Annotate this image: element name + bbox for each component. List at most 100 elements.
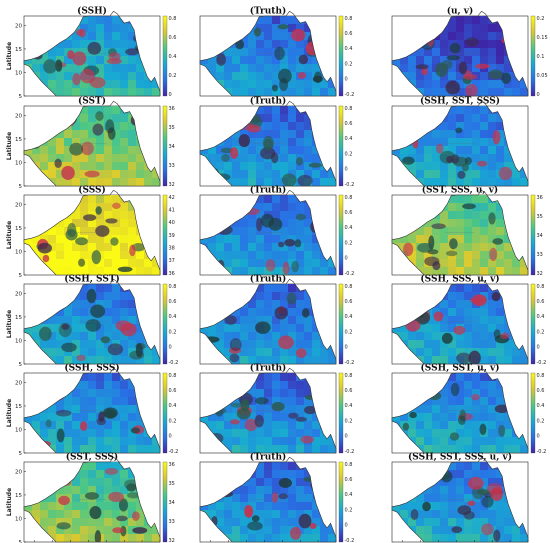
colorbar (338, 105, 344, 187)
field-cell (472, 397, 481, 406)
panel: (SSH, SST, SSS, u, v)4550556065707580Lon… (391, 452, 529, 543)
field-cell (496, 154, 505, 163)
field-cell (480, 211, 489, 220)
field-cell (152, 88, 160, 96)
field-cell (312, 154, 321, 163)
field-cell (496, 470, 505, 479)
field-cell (96, 24, 105, 33)
field-cell (128, 146, 137, 155)
field-cell (88, 16, 97, 25)
field-cell (80, 518, 89, 527)
field-cell (456, 534, 465, 542)
field-cell (32, 235, 41, 244)
field-cell (96, 356, 105, 364)
field-cell (72, 332, 81, 341)
field-cell (448, 106, 457, 115)
eddy-blob (42, 254, 50, 263)
field-cell (144, 437, 153, 446)
field-cell (504, 413, 513, 422)
field-cell (448, 405, 457, 414)
field-cell (216, 324, 225, 333)
field-cell (480, 381, 489, 390)
field-cell (296, 219, 305, 228)
field-cell (424, 138, 433, 147)
field-cell (288, 421, 297, 430)
eddy-blob (221, 154, 230, 162)
colorbar-tick-label: 0.6 (169, 299, 177, 305)
field-cell (496, 300, 505, 309)
field-cell (272, 534, 281, 542)
field-cell (280, 162, 289, 171)
y-axis-label: Latitude (6, 132, 13, 160)
field-cell (496, 162, 505, 171)
field-cell (104, 284, 113, 293)
field-cell (144, 259, 153, 268)
field-cell (264, 64, 273, 73)
field-cell (288, 397, 297, 406)
y-tick-label: 20 (15, 380, 22, 386)
eddy-blob (110, 237, 119, 246)
field-cell (512, 348, 521, 357)
field-cell (136, 56, 145, 65)
field-cell (272, 178, 281, 186)
colorbar-tick-label: 0.4 (537, 314, 545, 320)
field-cell (464, 308, 473, 317)
field-cell (104, 146, 113, 155)
field-cell (272, 429, 281, 438)
field-cell (48, 413, 57, 422)
field-cell (56, 340, 65, 349)
field-cell (264, 122, 273, 131)
field-cell (312, 332, 321, 341)
eddy-blob (43, 59, 57, 74)
field-cell (240, 88, 249, 96)
field-cell (264, 300, 273, 309)
eddy-blob (61, 323, 70, 330)
field-cell (80, 227, 89, 236)
field-cell (208, 64, 217, 73)
field-cell (272, 64, 281, 73)
field-cell (296, 64, 305, 73)
y-tick-label: 10 (15, 516, 22, 522)
field-cell (240, 146, 249, 155)
field-cell (232, 219, 241, 228)
field-cell (80, 405, 89, 414)
field-cell (480, 16, 489, 25)
field-cell (416, 437, 425, 446)
field-cell (80, 300, 89, 309)
field-cell (472, 138, 481, 147)
field-cell (120, 243, 129, 252)
field-cell (80, 510, 89, 519)
field-cell (328, 445, 336, 453)
field-cell (96, 348, 105, 357)
field-cell (504, 526, 513, 535)
field-cell (296, 405, 305, 414)
field-cell (112, 130, 121, 139)
eddy-blob (450, 154, 460, 164)
field-cell (288, 510, 297, 519)
field-cell (464, 146, 473, 155)
field-cell (104, 518, 113, 527)
field-cell (112, 332, 121, 341)
field-cell (456, 130, 465, 139)
field-cell (280, 195, 289, 204)
field-cell (72, 267, 81, 275)
colorbar-tick-label: 34 (169, 500, 175, 506)
field-cell (272, 348, 281, 357)
field-cell (272, 88, 281, 96)
field-cell (120, 227, 129, 236)
field-cell (464, 340, 473, 349)
field-cell (488, 348, 497, 357)
field-cell (248, 300, 257, 309)
field-cell (80, 437, 89, 446)
field-cell (104, 88, 113, 96)
field-cell (472, 534, 481, 542)
field-cell (224, 170, 233, 179)
field-cell (448, 462, 457, 471)
eddy-blob (132, 527, 148, 534)
field-cell (432, 510, 441, 519)
field-cell (128, 389, 137, 398)
field-cell (104, 300, 113, 309)
field-cell (464, 534, 473, 542)
field-cell (456, 259, 465, 268)
field-cell (224, 421, 233, 430)
